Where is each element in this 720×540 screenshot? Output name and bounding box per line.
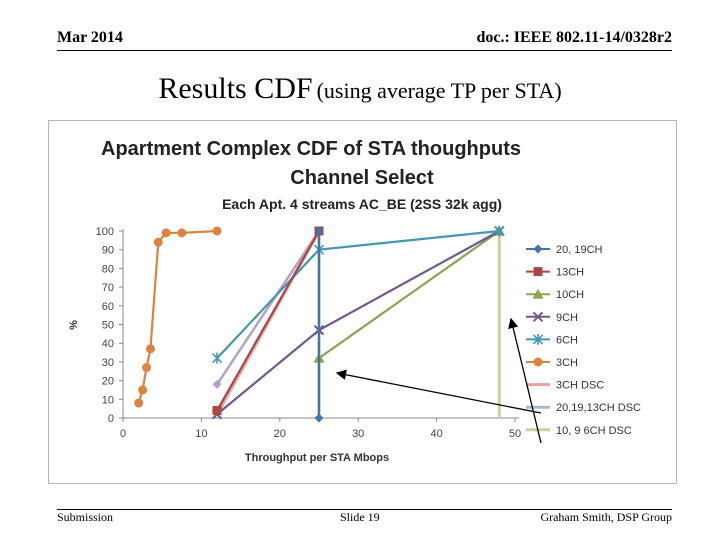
data-point bbox=[212, 352, 223, 364]
y-tick-label: 80 bbox=[102, 263, 114, 275]
x-tick-label: 40 bbox=[430, 428, 442, 440]
legend-item: 20, 19CH bbox=[526, 244, 603, 256]
slide-title-main: Results CDF bbox=[158, 72, 313, 105]
data-point bbox=[494, 225, 505, 237]
series-20-19ch bbox=[314, 226, 324, 423]
y-tick-label: 40 bbox=[102, 338, 114, 350]
y-tick-label: 10 bbox=[102, 394, 114, 406]
data-point bbox=[314, 226, 324, 236]
legend-swatch-marker bbox=[533, 357, 543, 367]
data-point bbox=[134, 398, 144, 408]
header-doc-id: doc.: IEEE 802.11-14/0328r2 bbox=[476, 29, 672, 46]
legend-swatch-marker bbox=[533, 244, 543, 254]
data-point bbox=[314, 413, 324, 423]
chart-frame: Apartment Complex CDF of STA thoughputs … bbox=[48, 120, 677, 484]
y-tick-label: 0 bbox=[108, 413, 114, 425]
legend-item: 9CH bbox=[526, 311, 578, 324]
y-tick-label: 30 bbox=[102, 357, 114, 369]
annotation-arrow bbox=[335, 369, 542, 414]
legend-item: 3CH DSC bbox=[526, 380, 604, 392]
footer-rule bbox=[57, 509, 672, 510]
legend-label: 6CH bbox=[556, 334, 578, 346]
legend-label: 20, 19CH bbox=[556, 244, 603, 256]
header-rule bbox=[57, 50, 672, 51]
y-tick-label: 70 bbox=[102, 282, 114, 294]
series-line bbox=[216, 230, 320, 412]
series-line bbox=[216, 230, 321, 386]
legend-label: 3CH DSC bbox=[556, 380, 604, 392]
legend-item: 3CH bbox=[526, 357, 578, 369]
legend-label: 13CH bbox=[556, 267, 584, 279]
legend-item: 10, 9 6CH DSC bbox=[526, 425, 632, 437]
annotations bbox=[335, 317, 542, 444]
footer-slide-number: Slide 19 bbox=[340, 510, 380, 524]
legend-item: 10CH bbox=[526, 288, 584, 301]
legend-swatch-marker bbox=[533, 267, 543, 277]
header-date: Mar 2014 bbox=[57, 29, 123, 46]
data-point bbox=[212, 406, 222, 416]
chart-title-line2: Channel Select bbox=[290, 167, 434, 189]
legend: 20, 19CH 13CH 10CH 9CH 6CH 3CH 3CH DSC 20,19,13… bbox=[526, 244, 641, 437]
legend-label: 9CH bbox=[556, 312, 578, 324]
x-tick-label: 10 bbox=[195, 428, 207, 440]
data-point bbox=[153, 237, 163, 247]
series-layer bbox=[134, 225, 505, 423]
x-tick-label: 30 bbox=[352, 428, 364, 440]
data-point bbox=[161, 228, 171, 238]
series-line bbox=[137, 229, 218, 404]
series-9ch bbox=[211, 225, 505, 420]
y-tick-label: 90 bbox=[102, 245, 114, 257]
data-point bbox=[142, 363, 152, 373]
legend-swatch-marker bbox=[532, 311, 544, 323]
annotation-arrow bbox=[508, 317, 542, 444]
legend-item: 20,19,13CH DSC bbox=[526, 402, 641, 414]
y-axis-label: % bbox=[68, 320, 80, 330]
footer-author: Graham Smith, DSP Group bbox=[540, 510, 672, 524]
x-tick-label: 50 bbox=[509, 428, 521, 440]
x-tick-label: 0 bbox=[120, 428, 126, 440]
x-axis-label: Throughput per STA Mbops bbox=[245, 452, 389, 464]
legend-label: 20,19,13CH DSC bbox=[556, 402, 641, 414]
series-10ch bbox=[313, 225, 505, 363]
data-point bbox=[212, 379, 222, 389]
y-tick-label: 60 bbox=[102, 301, 114, 313]
y-tick-label: 100 bbox=[96, 226, 114, 238]
series-3ch bbox=[134, 226, 222, 408]
x-tick-label: 20 bbox=[274, 428, 286, 440]
chart-subtitle: Each Apt. 4 streams AC_BE (2SS 32k agg) bbox=[222, 196, 502, 212]
legend-label: 10, 9 6CH DSC bbox=[556, 425, 632, 437]
data-point bbox=[177, 228, 187, 238]
slide-title-sub: (using average TP per STA) bbox=[316, 78, 562, 103]
legend-label: 3CH bbox=[556, 357, 578, 369]
legend-label: 10CH bbox=[556, 289, 584, 301]
legend-swatch-marker bbox=[532, 333, 544, 345]
data-point bbox=[212, 226, 222, 236]
legend-item: 13CH bbox=[526, 267, 584, 279]
plot-area: 0 10 20 30 40 50 60 70 80 90 100 0 10 20 30 40 50 bbox=[96, 226, 521, 440]
legend-swatch-marker bbox=[532, 288, 544, 299]
footer-submission: Submission bbox=[57, 510, 114, 524]
chart-title-line1: Apartment Complex CDF of STA thoughputs bbox=[101, 138, 521, 160]
data-point bbox=[145, 344, 155, 354]
cdf-chart: Apartment Complex CDF of STA thoughputs … bbox=[68, 138, 641, 464]
slide-title: Results CDF (using average TP per STA) bbox=[0, 72, 720, 106]
legend-item: 6CH bbox=[526, 333, 578, 346]
series-line bbox=[318, 230, 500, 360]
y-tick-label: 20 bbox=[102, 376, 114, 388]
y-tick-label: 50 bbox=[102, 320, 114, 332]
data-point bbox=[138, 385, 148, 395]
